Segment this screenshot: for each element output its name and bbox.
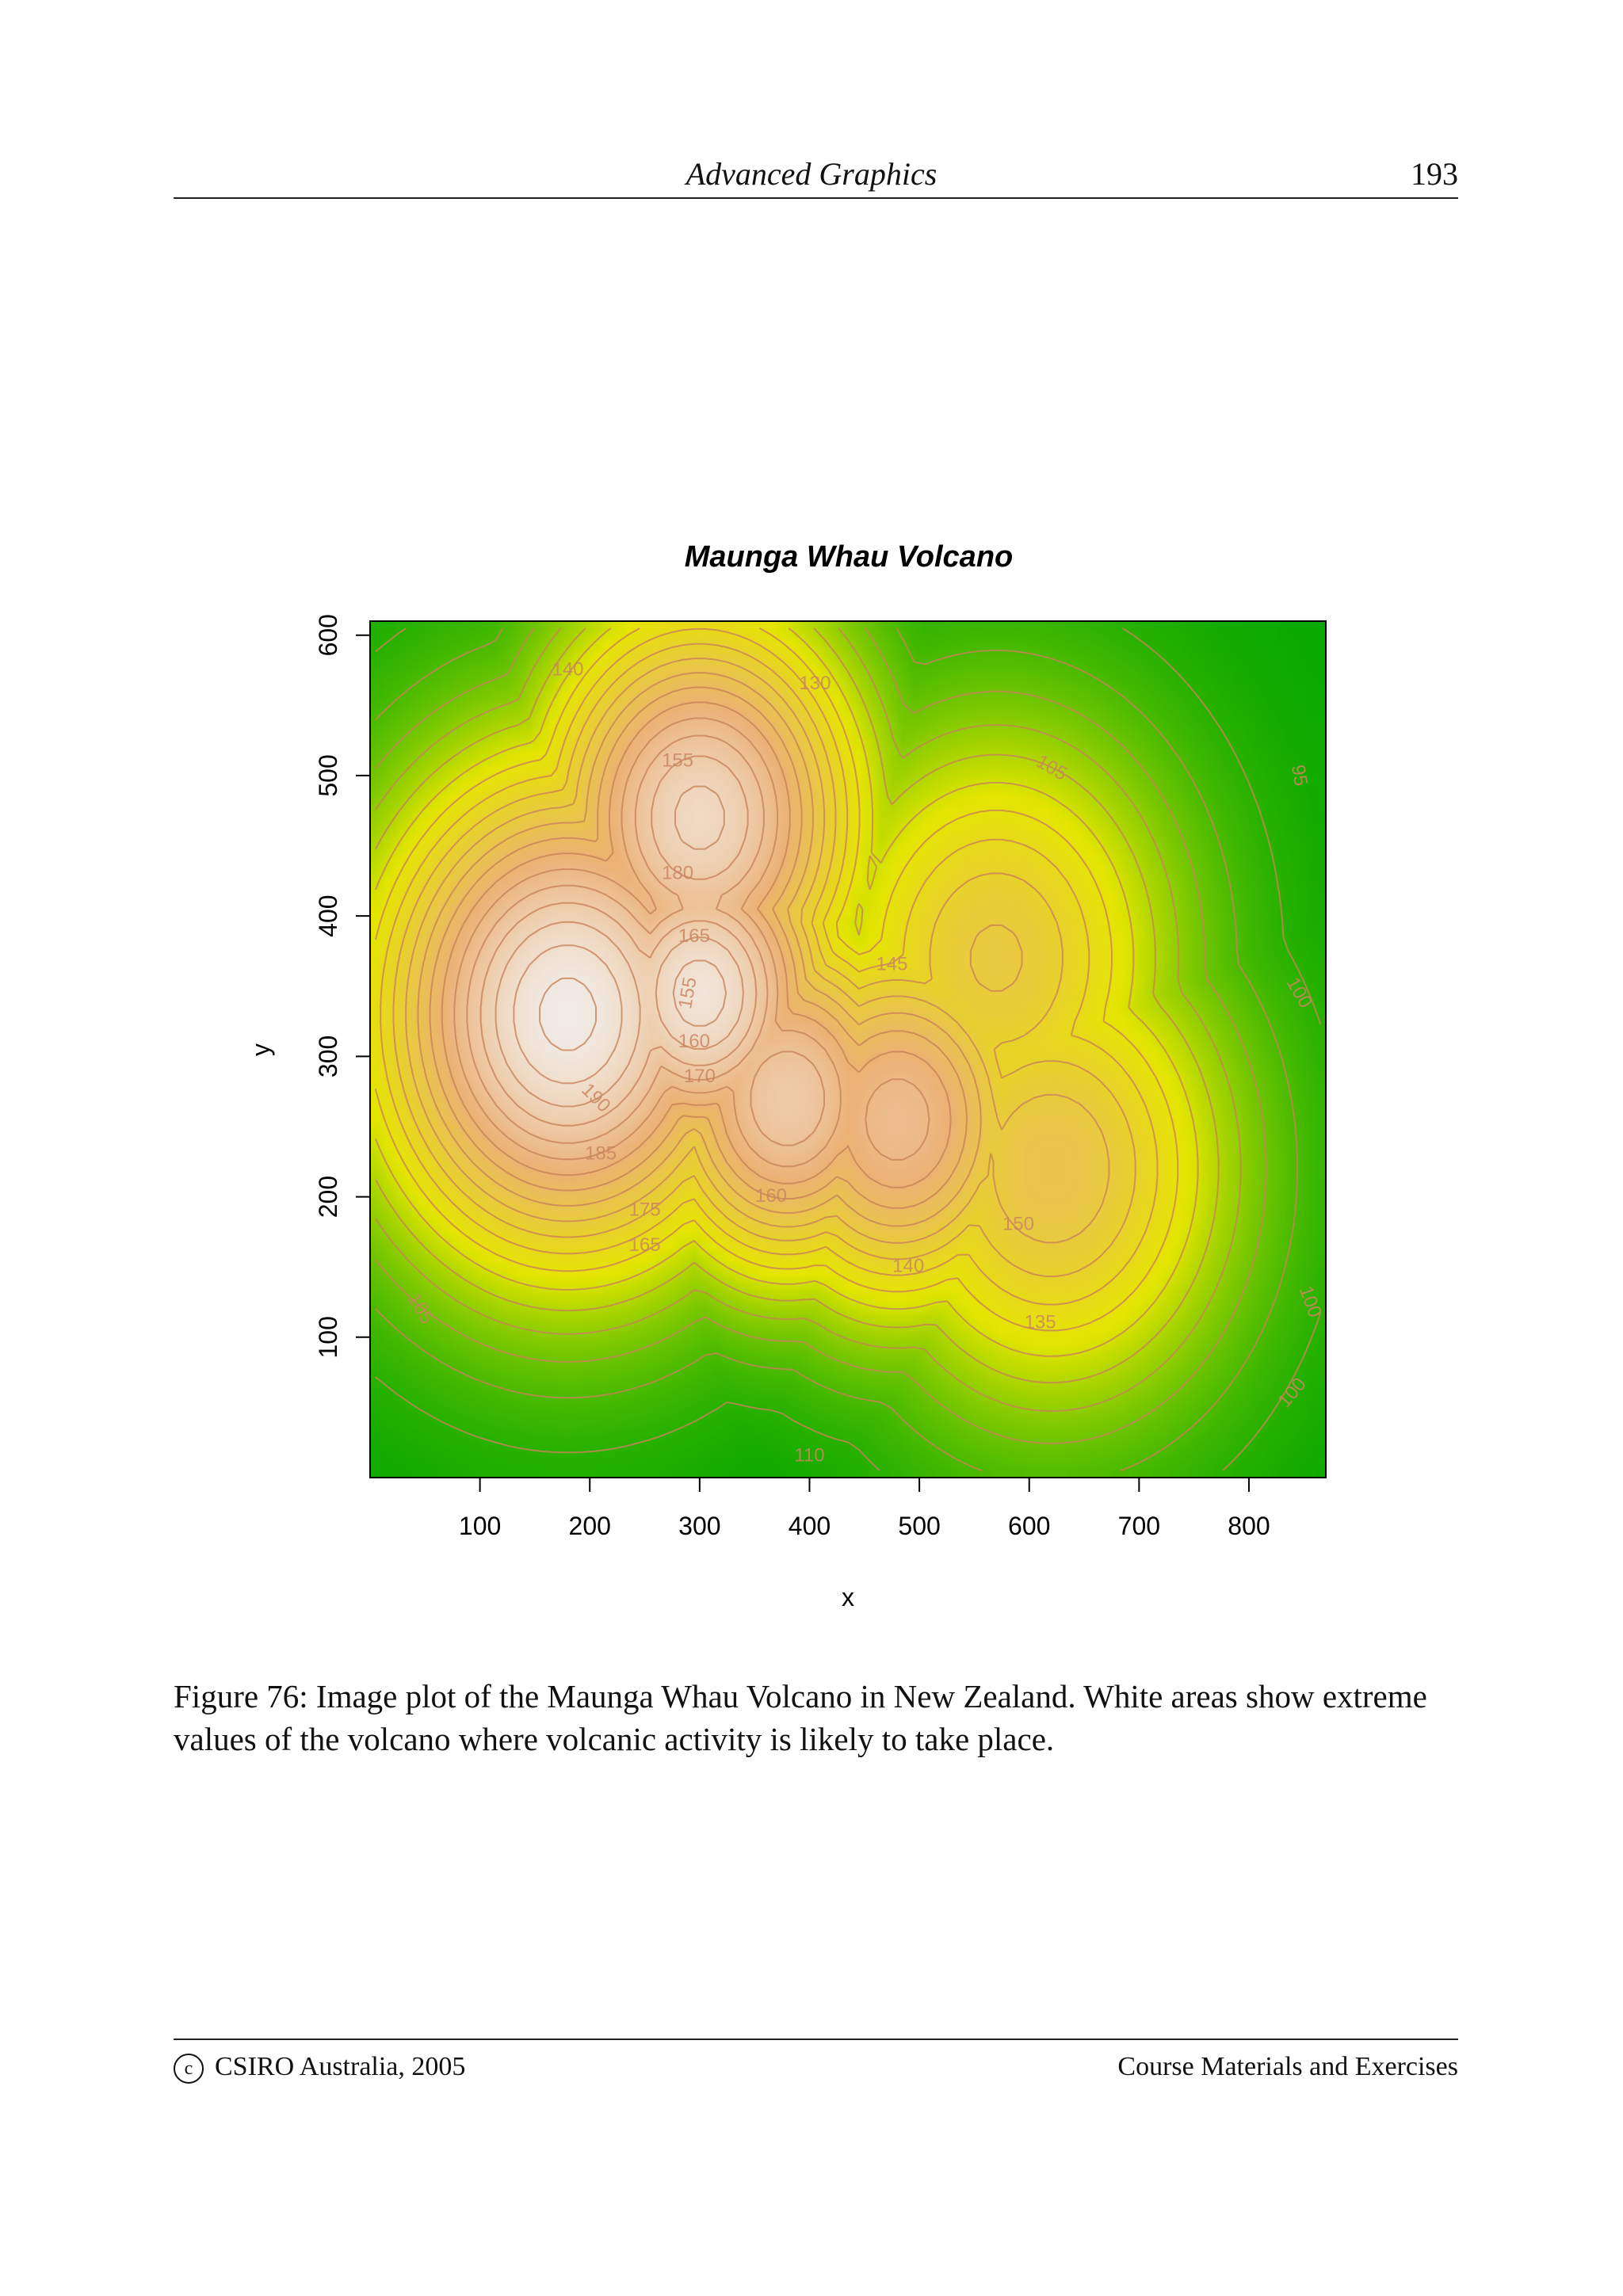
footer-left: c CSIRO Australia, 2005 [174,2052,465,2084]
contour-line [417,672,982,1227]
contour-label: 110 [794,1445,824,1466]
contour-line [429,686,968,1209]
x-tick-label: 800 [1228,1512,1270,1540]
contour-lines [374,627,1322,1472]
footer-copyright-text: CSIRO Australia, 2005 [215,2052,466,2081]
page-number: 193 [1411,156,1458,192]
contour-line [380,627,1159,1306]
x-axis-label: x [842,1583,854,1611]
contour-line [466,734,825,1146]
contour-label: 135 [1025,1311,1056,1333]
contour-line [375,627,1267,1444]
footer-rule [174,2039,1458,2040]
contour-line [539,977,597,1051]
contour-line [405,658,1110,1244]
x-tick-label: 500 [898,1512,940,1540]
x-tick-label: 100 [459,1512,501,1540]
contour-label: 175 [629,1199,661,1221]
x-tick-label: 300 [678,1512,720,1540]
contour-label: 165 [678,925,710,947]
y-tick-label: 100 [314,1316,342,1358]
contour-label: 95 [1287,763,1312,788]
x-tick-label: 200 [569,1512,611,1540]
contour-line [374,627,1199,1357]
chart-title: Maunga Whau Volcano [685,540,1014,574]
y-tick-label: 500 [314,754,342,796]
y-tick-label: 300 [314,1035,342,1077]
contour-line [453,717,930,1168]
contour-line [495,785,744,1108]
contour-line [479,755,758,1127]
copyright-icon: c [174,2054,204,2084]
contour-label: 165 [629,1234,661,1256]
x-tick-label: 600 [1008,1512,1050,1540]
contour-label: 180 [662,862,693,883]
contour-label: 170 [684,1066,716,1087]
contour-label: 130 [799,673,831,694]
y-axis-label: y [246,1043,275,1056]
plot-frame [369,620,1327,1478]
contour-line [441,701,952,1188]
footer-right: Course Materials and Exercises [1117,2052,1458,2081]
contour-label: 145 [876,954,907,975]
contour-line [375,627,1220,1384]
contour-line [375,627,1299,1472]
x-axis: 100 200 300 400 500 600 700 800 [459,1478,1270,1540]
y-tick-label: 400 [314,894,342,936]
contour-label: 160 [678,1031,710,1052]
contour-line [375,627,1322,1471]
running-title: Advanced Graphics [685,156,938,192]
contour-line [374,627,1179,1332]
header-rule [174,197,1458,199]
plot-area: 1901851801751651651601551701601551501451… [370,621,1326,1478]
contour-line [513,944,727,1085]
contour-label: 150 [1002,1213,1034,1234]
y-axis: 100 200 300 400 500 600 [314,614,370,1358]
x-tick-label: 700 [1118,1512,1160,1540]
contour-line [375,627,1242,1412]
heatmap-image [370,621,1326,1478]
contour-label: 185 [585,1143,617,1165]
figure-caption: Figure 76: Image plot of the Maunga Whau… [174,1678,1427,1757]
contour-label: 155 [662,750,693,772]
x-tick-label: 400 [789,1512,831,1540]
y-tick-label: 200 [314,1176,342,1218]
contour-label: 140 [552,658,583,680]
contour-label: 140 [892,1256,924,1277]
y-tick-label: 600 [314,614,342,656]
contour-label: 160 [755,1185,787,1207]
contour-line [392,643,1136,1277]
